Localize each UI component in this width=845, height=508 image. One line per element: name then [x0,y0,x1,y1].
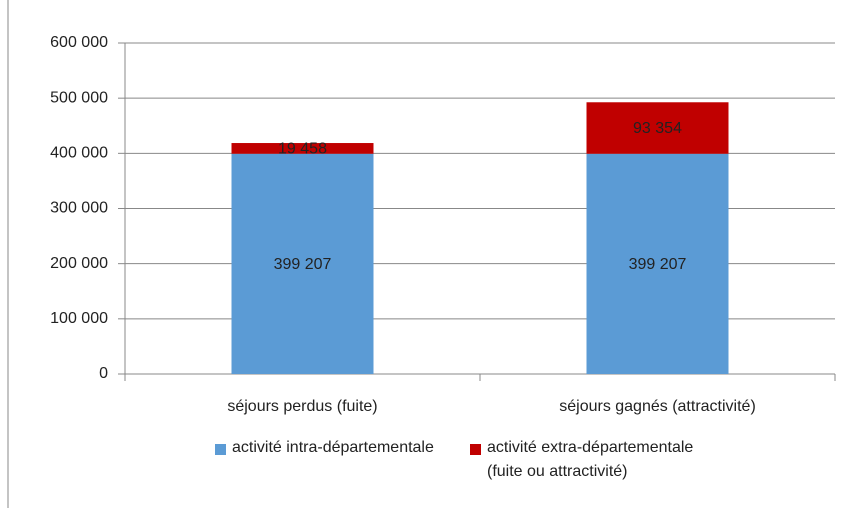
bar-segment [231,153,374,374]
data-label: 399 207 [629,256,687,273]
legend-swatch [470,444,481,455]
legend-item: activité extra-départementale (fuite ou … [470,439,727,484]
y-tick-label: 100 000 [50,310,108,327]
y-tick-label: 300 000 [50,200,108,217]
legend-label: activité intra-départementale [232,439,434,456]
x-tick-label: séjours gagnés (attractivité) [559,398,756,415]
data-label: 399 207 [274,256,332,273]
bar-segment [231,143,374,154]
data-label: 93 354 [633,120,682,137]
bar-segment [586,153,729,374]
legend-label: activité extra-départementale (fuite ou … [487,439,694,480]
x-tick-label: séjours perdus (fuite) [227,398,377,415]
bar-segment [586,102,729,154]
legend: activité intra-départementale activité ex… [0,439,845,500]
legend-swatch [215,444,226,455]
y-tick-label: 0 [99,365,108,382]
y-tick-label: 200 000 [50,255,108,272]
y-tick-label: 600 000 [50,34,108,51]
legend-item: activité intra-départementale [215,439,434,460]
data-label: 19 458 [278,141,327,158]
y-tick-label: 500 000 [50,89,108,106]
y-tick-label: 400 000 [50,145,108,162]
